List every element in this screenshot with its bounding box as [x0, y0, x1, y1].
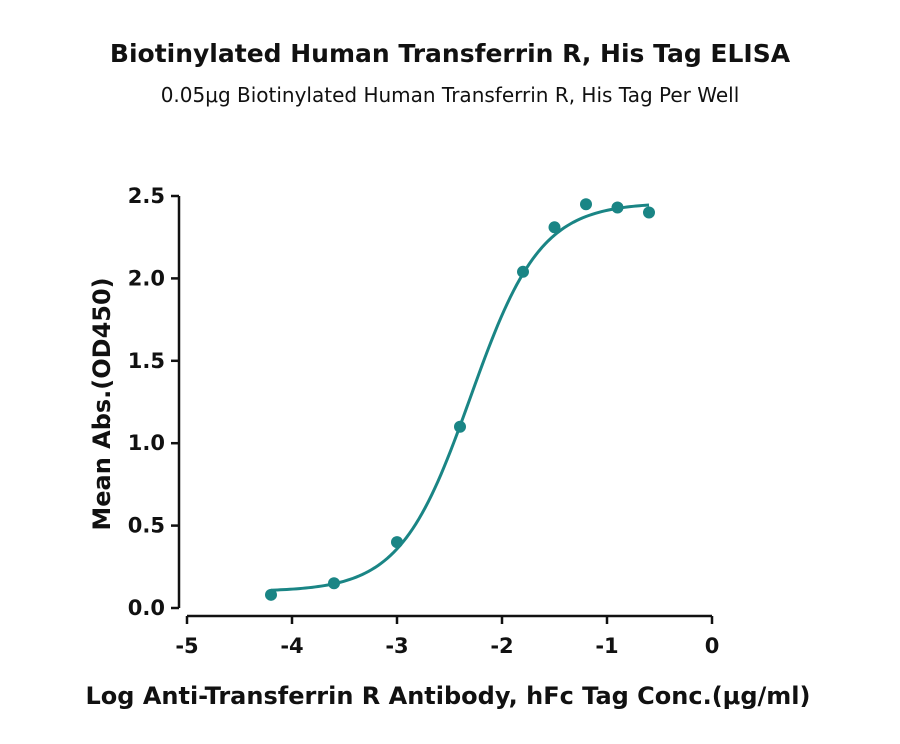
plot-area: 0.0 0.5 1.0 1.5 2.0 2.5 -5 -4 -3 -2 -1 0 — [128, 184, 720, 658]
x-tick-label: 0 — [705, 634, 720, 658]
data-point — [517, 265, 529, 278]
data-point — [548, 221, 561, 234]
data-point — [328, 577, 340, 590]
x-tick-label: -5 — [175, 634, 198, 658]
y-tick-label: 0.0 — [128, 596, 165, 620]
fit-curve — [270, 203, 650, 592]
x-axis-label: Log Anti-Transferrin R Antibody, hFc Tag… — [86, 682, 811, 710]
x-tick-label: -3 — [385, 634, 408, 658]
chart-subtitle: 0.05μg Biotinylated Human Transferrin R,… — [161, 83, 740, 107]
data-point — [391, 536, 403, 549]
x-tick-label: -2 — [490, 634, 513, 658]
y-tick-label: 2.0 — [128, 266, 165, 290]
data-point — [454, 420, 466, 433]
y-tick-label: 1.5 — [128, 349, 165, 373]
y-tick-label: 0.5 — [128, 514, 165, 538]
y-tick-label: 2.5 — [128, 184, 165, 208]
y-axis-label: Mean Abs.(OD450) — [88, 277, 116, 530]
x-tick-label: -4 — [280, 634, 303, 658]
y-tick-label: 1.0 — [128, 431, 165, 455]
chart-title: Biotinylated Human Transferrin R, His Ta… — [110, 39, 791, 68]
x-tick-label: -1 — [595, 634, 618, 658]
data-point — [643, 206, 655, 219]
data-point — [611, 201, 624, 214]
data-point — [580, 198, 592, 211]
data-point — [265, 588, 277, 601]
